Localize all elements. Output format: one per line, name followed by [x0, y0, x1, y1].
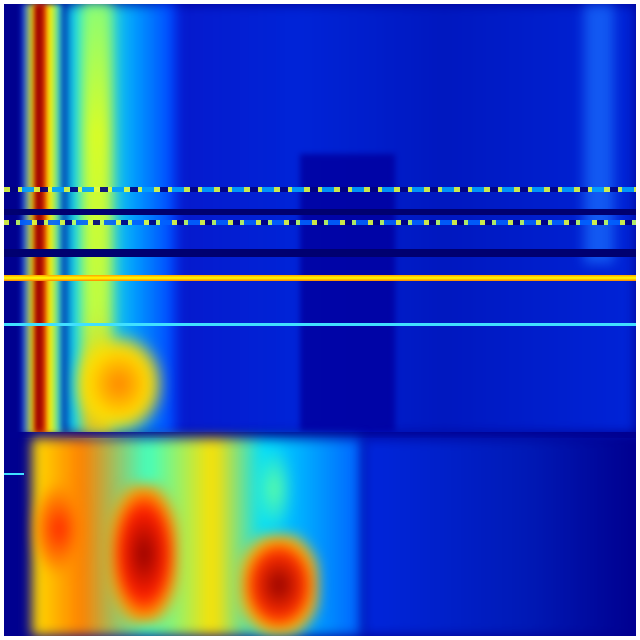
dashed-line-lower [4, 220, 636, 225]
red-strip-core [34, 4, 44, 434]
upper-blue-field [154, 4, 636, 434]
right-bright-column [584, 4, 614, 264]
orange-patch [74, 334, 164, 434]
hot-spot-center [109, 484, 179, 624]
cyan-column-lower [254, 444, 294, 534]
hot-spot-left [34, 484, 84, 574]
hot-spot-right [239, 534, 319, 636]
dark-line-2 [4, 249, 636, 257]
dark-line-1 [4, 209, 636, 215]
lower-cyan-streak [4, 473, 24, 475]
cyan-line [4, 323, 636, 326]
dashed-line-upper [4, 187, 636, 192]
lower-dark-gap [4, 432, 636, 438]
heatmap-plot [4, 4, 636, 636]
lower-right-blue [364, 438, 636, 636]
yellow-line [4, 275, 636, 281]
dark-block [300, 154, 395, 434]
